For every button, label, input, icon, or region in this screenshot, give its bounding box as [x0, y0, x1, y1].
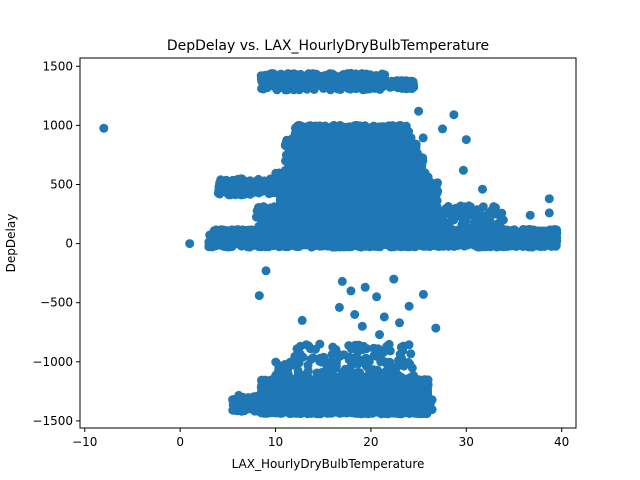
- data-point: [387, 194, 397, 204]
- data-point: [343, 181, 352, 191]
- data-point: [382, 124, 392, 134]
- data-point: [356, 146, 366, 156]
- data-point: [319, 76, 328, 86]
- data-point: [293, 144, 303, 154]
- data-point: [383, 177, 393, 187]
- data-point: [308, 123, 318, 133]
- data-point: [364, 127, 374, 137]
- data-point: [366, 142, 376, 152]
- data-point: [281, 150, 291, 160]
- data-point: [343, 76, 353, 86]
- data-point: [315, 153, 325, 163]
- data-point: [256, 184, 266, 194]
- data-point: [397, 195, 407, 204]
- data-point: [267, 187, 276, 196]
- data-point: [362, 158, 372, 167]
- data-point: [241, 188, 251, 198]
- data-point: [408, 77, 418, 87]
- data-point: [325, 123, 335, 133]
- data-point: [409, 178, 418, 188]
- data-point: [271, 77, 281, 87]
- data-point: [384, 149, 394, 159]
- data-point: [277, 189, 287, 198]
- data-point: [215, 189, 225, 199]
- data-point: [292, 182, 302, 192]
- data-point: [364, 78, 374, 88]
- data-point: [296, 124, 306, 134]
- data-point: [370, 71, 380, 81]
- data-point: [294, 169, 304, 179]
- data-point: [355, 76, 365, 86]
- data-point: [399, 122, 409, 132]
- data-point: [328, 134, 338, 144]
- data-point: [398, 156, 408, 166]
- data-point: [407, 155, 417, 165]
- data-point: [393, 78, 403, 88]
- data-point: [353, 181, 363, 190]
- data-points: [99, 68, 562, 419]
- data-point: [308, 141, 318, 151]
- data-point: [303, 77, 313, 87]
- data-point: [420, 183, 430, 193]
- data-point: [282, 70, 292, 80]
- data-point: [228, 175, 238, 185]
- data-point: [418, 133, 428, 143]
- data-point: [339, 193, 349, 203]
- data-point: [326, 69, 335, 79]
- data-point: [355, 133, 365, 143]
- data-point: [404, 83, 414, 93]
- data-point: [393, 183, 403, 192]
- data-point: [400, 133, 410, 142]
- data-point: [323, 142, 333, 152]
- data-point: [391, 142, 401, 152]
- data-point: [346, 68, 356, 78]
- data-point: [345, 145, 355, 155]
- data-point: [238, 177, 248, 187]
- data-point: [346, 125, 356, 135]
- data-point: [360, 189, 370, 198]
- data-point: [345, 84, 355, 94]
- chart-title: DepDelay vs. LAX_HourlyDryBulbTemperatur…: [167, 38, 489, 54]
- data-point: [411, 143, 421, 152]
- data-point: [292, 72, 302, 82]
- data-point: [309, 83, 318, 93]
- data-point: [321, 160, 331, 170]
- data-point: [372, 82, 382, 92]
- data-point: [332, 182, 342, 192]
- data-point: [317, 134, 327, 144]
- data-point: [264, 81, 274, 91]
- data-point: [311, 179, 321, 189]
